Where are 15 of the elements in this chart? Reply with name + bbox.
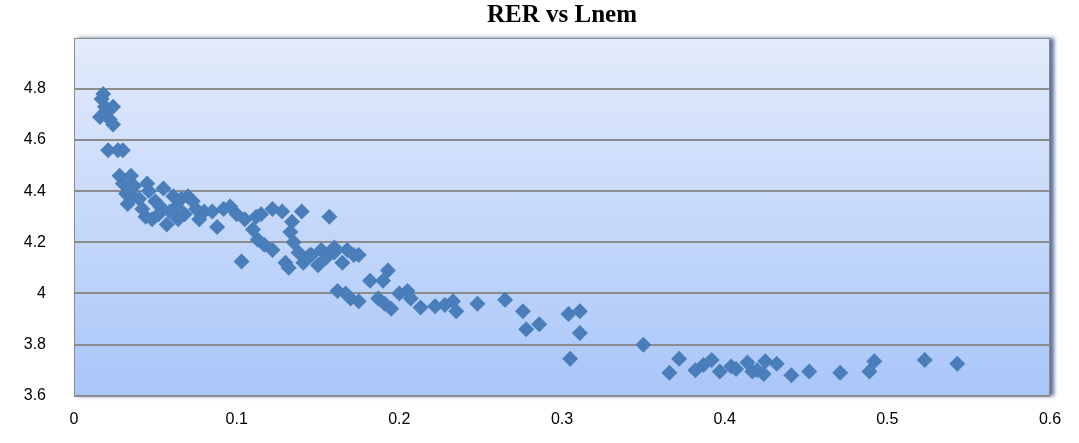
x-tick-label: 0.6 [1038, 409, 1062, 427]
y-tick-label: 4.2 [23, 232, 47, 250]
y-tick-label: 4.6 [23, 130, 47, 148]
x-tick-label: 0.4 [713, 409, 736, 427]
x-tick-label: 0.5 [876, 409, 899, 427]
y-tick-label: 4.4 [23, 181, 47, 199]
x-tick-label: 0.1 [225, 409, 248, 427]
y-tick-label: 4.8 [23, 79, 47, 97]
x-tick-label: 0 [69, 409, 79, 427]
x-tick-label: 0.2 [388, 409, 411, 427]
y-tick-label: 3.8 [23, 335, 47, 353]
x-tick-label: 0.3 [550, 409, 574, 427]
y-tick-label: 3.6 [23, 386, 47, 404]
chart-title: RER vs Lnem [486, 0, 638, 27]
y-tick-label: 4 [37, 283, 47, 301]
